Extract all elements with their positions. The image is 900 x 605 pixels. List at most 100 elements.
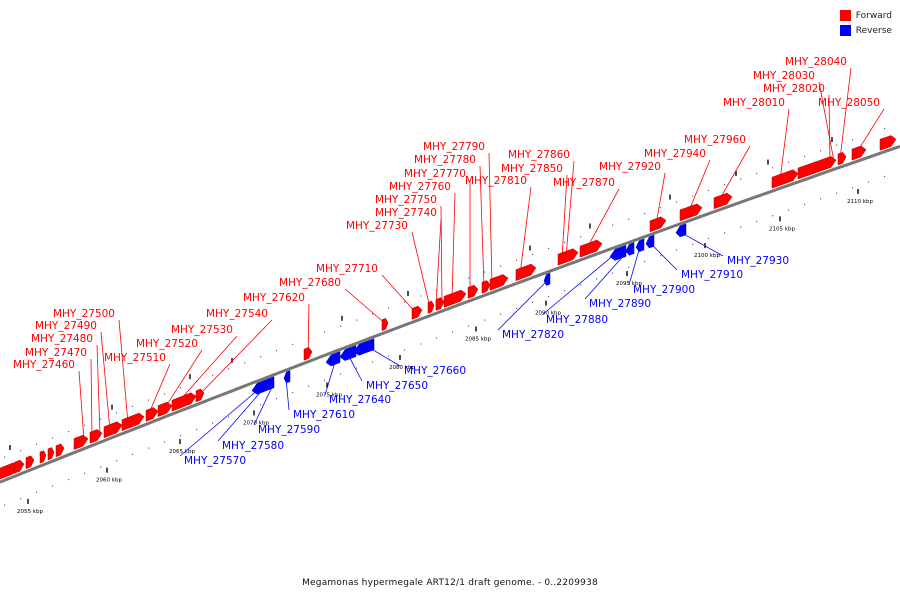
map-caption: Megamonas hypermegale ART12/1 draft geno… xyxy=(302,578,598,588)
leader-mhy-27780 xyxy=(479,165,485,288)
leader-mhy-27680 xyxy=(344,288,387,325)
guide-dot xyxy=(884,127,886,130)
guide-dot xyxy=(4,504,6,506)
leader-mhy-27620 xyxy=(307,303,310,354)
guide-dot xyxy=(100,418,102,420)
guide-dot xyxy=(148,399,150,401)
guide-dot xyxy=(132,405,134,407)
leader-mhy-27730 xyxy=(411,231,431,308)
leader-mhy-28020 xyxy=(828,94,831,163)
reverse-gene-6 xyxy=(609,245,627,261)
forward-gene-28 xyxy=(713,192,733,210)
leader-mhy-27810 xyxy=(519,186,532,275)
legend-forward-label: Forward xyxy=(855,10,892,21)
leader-mhy-27760 xyxy=(451,192,456,300)
guide-dot xyxy=(420,295,422,297)
forward-gene-27 xyxy=(679,203,703,222)
guide-dot xyxy=(852,187,854,189)
leader-mhy-27820 xyxy=(497,279,549,331)
gene-label-mhy-27760: MHY_27760 xyxy=(389,181,451,193)
genome-backbone xyxy=(0,144,900,484)
gene-label-mhy-27520: MHY_27520 xyxy=(136,338,198,350)
forward-gene-11 xyxy=(157,401,173,417)
guide-dot xyxy=(740,226,742,228)
gene-label-mhy-27650: MHY_27650 xyxy=(366,380,428,392)
guide-dot xyxy=(532,301,534,303)
gene-label-mhy-27480: MHY_27480 xyxy=(31,333,93,345)
guide-dot xyxy=(660,255,662,257)
forward-gene-2 xyxy=(25,455,35,470)
legend-reverse: Reverse xyxy=(839,23,892,38)
gene-label-mhy-27460: MHY_27460 xyxy=(13,359,75,371)
guide-dot xyxy=(196,428,198,430)
gene-label-mhy-27810: MHY_27810 xyxy=(465,175,527,187)
leader-mhy-27640 xyxy=(324,358,337,396)
gene-label-mhy-27530: MHY_27530 xyxy=(171,324,233,336)
leader-mhy-27920 xyxy=(655,172,666,225)
guide-dot xyxy=(68,479,70,481)
gene-label-mhy-27610: MHY_27610 xyxy=(293,409,355,421)
guide-dot xyxy=(164,441,166,443)
guide-dot xyxy=(564,242,566,244)
guide-dot xyxy=(500,313,502,315)
guide-dot xyxy=(340,373,342,375)
guide-dot xyxy=(148,447,150,449)
guide-dot xyxy=(772,215,774,217)
gene-label-mhy-27510: MHY_27510 xyxy=(104,352,166,364)
guide-dot xyxy=(52,485,54,487)
tick-label: 2060 kbp xyxy=(96,478,122,484)
guide-dot xyxy=(228,416,230,418)
guide-dot xyxy=(356,319,358,321)
forward-gene-10 xyxy=(145,407,159,422)
guide-dot xyxy=(628,266,630,268)
leader-mhy-27510 xyxy=(147,363,171,416)
guide-dot xyxy=(404,301,406,303)
guide-dot xyxy=(68,431,70,433)
guide-dot xyxy=(292,391,294,393)
guide-dot xyxy=(836,144,838,146)
tick-label: 2065 kbp xyxy=(169,449,195,455)
guide-dot xyxy=(724,184,726,186)
guide-dot xyxy=(788,209,790,211)
reverse-gene-8 xyxy=(635,238,645,253)
leader-mhy-27880 xyxy=(541,256,613,316)
leader-mhy-28010 xyxy=(779,108,790,181)
gene-label-mhy-28020: MHY_28020 xyxy=(763,83,825,95)
guide-dot xyxy=(532,253,534,255)
guide-dot xyxy=(868,181,870,183)
guide-dot xyxy=(820,198,822,200)
leader-mhy-27490 xyxy=(100,331,111,431)
gene-label-mhy-27470: MHY_27470 xyxy=(25,347,87,359)
guide-dot xyxy=(500,265,502,267)
forward-gene-30 xyxy=(797,156,837,180)
guide-dot xyxy=(772,167,774,169)
guide-dot xyxy=(580,284,582,286)
forward-gene-22 xyxy=(489,274,509,291)
forward-gene-3 xyxy=(39,450,47,464)
gene-label-mhy-27860: MHY_27860 xyxy=(508,149,570,161)
tick-label: 2070 kbp xyxy=(243,420,269,426)
leader-mhy-28040 xyxy=(839,67,852,160)
legend: Forward Reverse xyxy=(839,8,892,38)
guide-dot xyxy=(708,237,710,240)
guide-dot xyxy=(388,307,390,309)
forward-gene-15 xyxy=(381,317,389,332)
guide-dot xyxy=(468,325,470,327)
forward-gene-26 xyxy=(649,216,667,233)
guide-dot xyxy=(52,437,54,439)
tick-label: 2105 kbp xyxy=(769,226,795,232)
leader-mhy-27650 xyxy=(347,354,363,382)
gene-label-mhy-27500: MHY_27500 xyxy=(53,308,115,320)
gene-label-mhy-27920: MHY_27920 xyxy=(599,161,661,173)
leader-mhy-28050 xyxy=(855,108,885,154)
gene-label-mhy-27770: MHY_27770 xyxy=(404,168,466,180)
leader-mhy-27890 xyxy=(584,250,629,300)
gene-label-mhy-27870: MHY_27870 xyxy=(553,177,615,189)
leader-mhy-27660 xyxy=(367,346,401,367)
forward-gene-7 xyxy=(89,429,103,444)
guide-dot xyxy=(756,172,758,174)
forward-gene-4 xyxy=(47,447,55,461)
forward-gene-1 xyxy=(13,459,25,474)
guide-dot xyxy=(132,453,134,455)
guide-dot xyxy=(372,313,374,315)
